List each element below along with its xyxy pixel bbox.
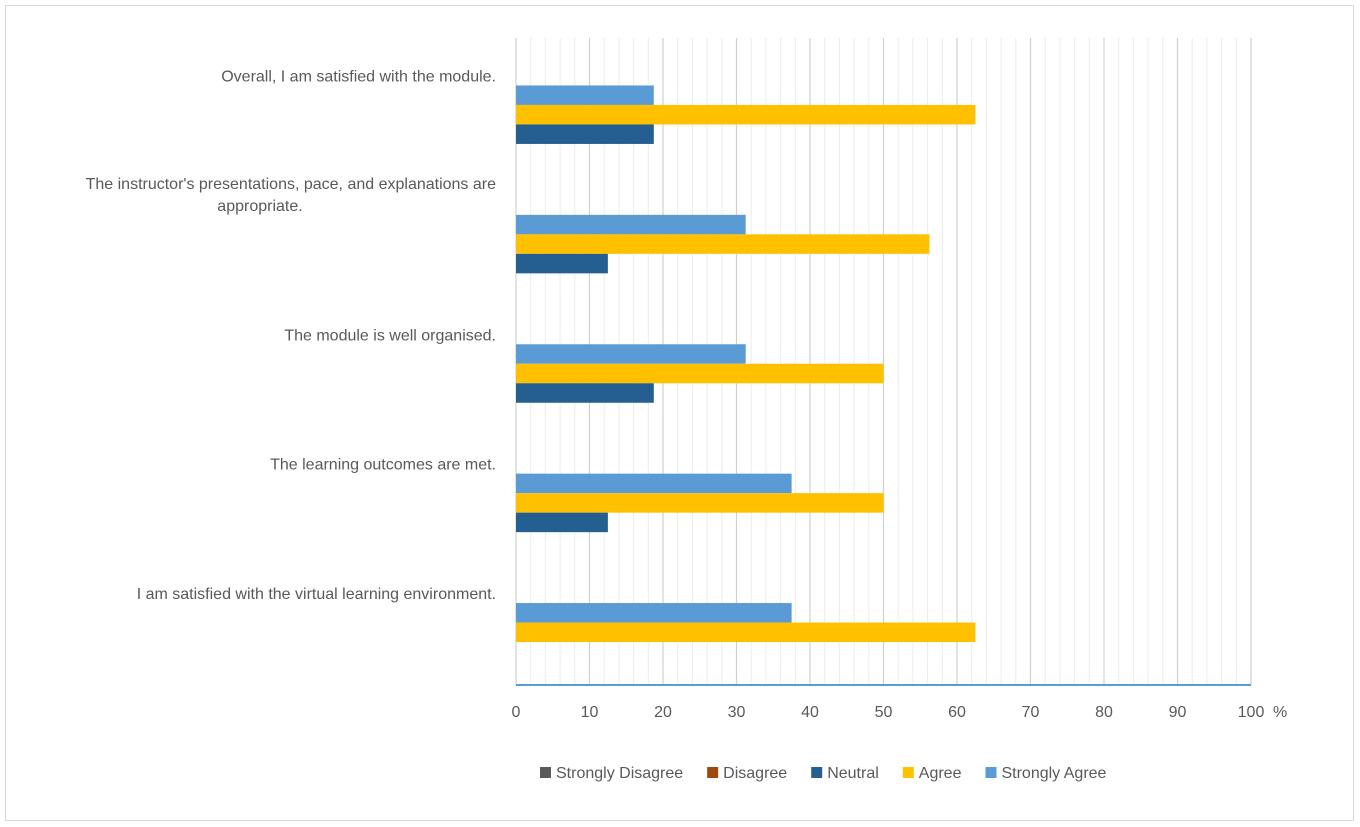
- bar-agree-1: [516, 234, 930, 254]
- legend-swatch: [811, 767, 823, 778]
- legend-item-neutral: Neutral: [811, 765, 879, 782]
- x-unit-label: %: [1273, 704, 1287, 721]
- x-tick-label-60: 60: [948, 704, 966, 721]
- category-label-3: The learning outcomes are met.: [270, 457, 496, 474]
- bar-strongly-agree-0: [516, 85, 654, 105]
- bar-strongly-agree-3: [516, 473, 792, 494]
- x-tick-label-90: 90: [1169, 704, 1187, 721]
- bar-strongly-agree-4: [516, 603, 792, 623]
- x-tick-label-100: 100: [1238, 704, 1265, 721]
- bar-agree-3: [516, 493, 884, 513]
- category-label-2: The module is well organised.: [284, 327, 496, 344]
- x-tick-label-50: 50: [875, 704, 893, 721]
- legend-swatch: [902, 767, 914, 778]
- legend-item-strongly-agree: Strongly Agree: [985, 765, 1107, 782]
- tick-labels: 0 10 20 30 40 50 60 70 80 90 100%: [512, 704, 1288, 721]
- legend-label: Strongly Agree: [1001, 765, 1106, 782]
- bars: [516, 85, 976, 643]
- bar-neutral-1: [516, 253, 608, 274]
- bar-neutral-0: [516, 124, 654, 144]
- legend-label: Neutral: [827, 765, 879, 782]
- legend-item-agree: Agree: [902, 765, 962, 782]
- bar-neutral-2: [516, 383, 654, 403]
- legend-swatch: [707, 767, 719, 778]
- x-tick-label-0: 0: [512, 704, 521, 721]
- x-tick-label-70: 70: [1022, 704, 1040, 721]
- bar-agree-4: [516, 622, 976, 643]
- category-labels: Overall, I am satisfied with the module.…: [86, 68, 497, 603]
- x-tick-label-40: 40: [801, 704, 819, 721]
- legend-label: Agree: [919, 765, 962, 782]
- bar-strongly-agree-1: [516, 214, 746, 235]
- bar-neutral-3: [516, 512, 608, 533]
- x-tick-label-10: 10: [581, 704, 599, 721]
- x-tick-label-30: 30: [728, 704, 746, 721]
- bar-agree-0: [516, 104, 976, 125]
- legend-item-strongly-disagree: Strongly Disagree: [540, 765, 683, 782]
- x-tick-label-20: 20: [654, 704, 672, 721]
- legend: Strongly Disagree Disagree Neutral Agree Str…: [540, 765, 1107, 782]
- bar-agree-2: [516, 363, 884, 384]
- legend-label: Strongly Disagree: [556, 765, 683, 782]
- legend-swatch: [540, 767, 551, 778]
- legend-label: Disagree: [723, 765, 787, 782]
- x-tick-label-80: 80: [1095, 704, 1113, 721]
- category-label-0: Overall, I am satisfied with the module.: [221, 68, 496, 85]
- legend-item-disagree: Disagree: [707, 765, 787, 782]
- bar-strongly-agree-2: [516, 344, 746, 364]
- category-label-1: The instructor's presentations, pace, an…: [86, 176, 497, 215]
- category-label-4: I am satisfied with the virtual learning…: [137, 586, 496, 603]
- legend-swatch: [985, 767, 997, 778]
